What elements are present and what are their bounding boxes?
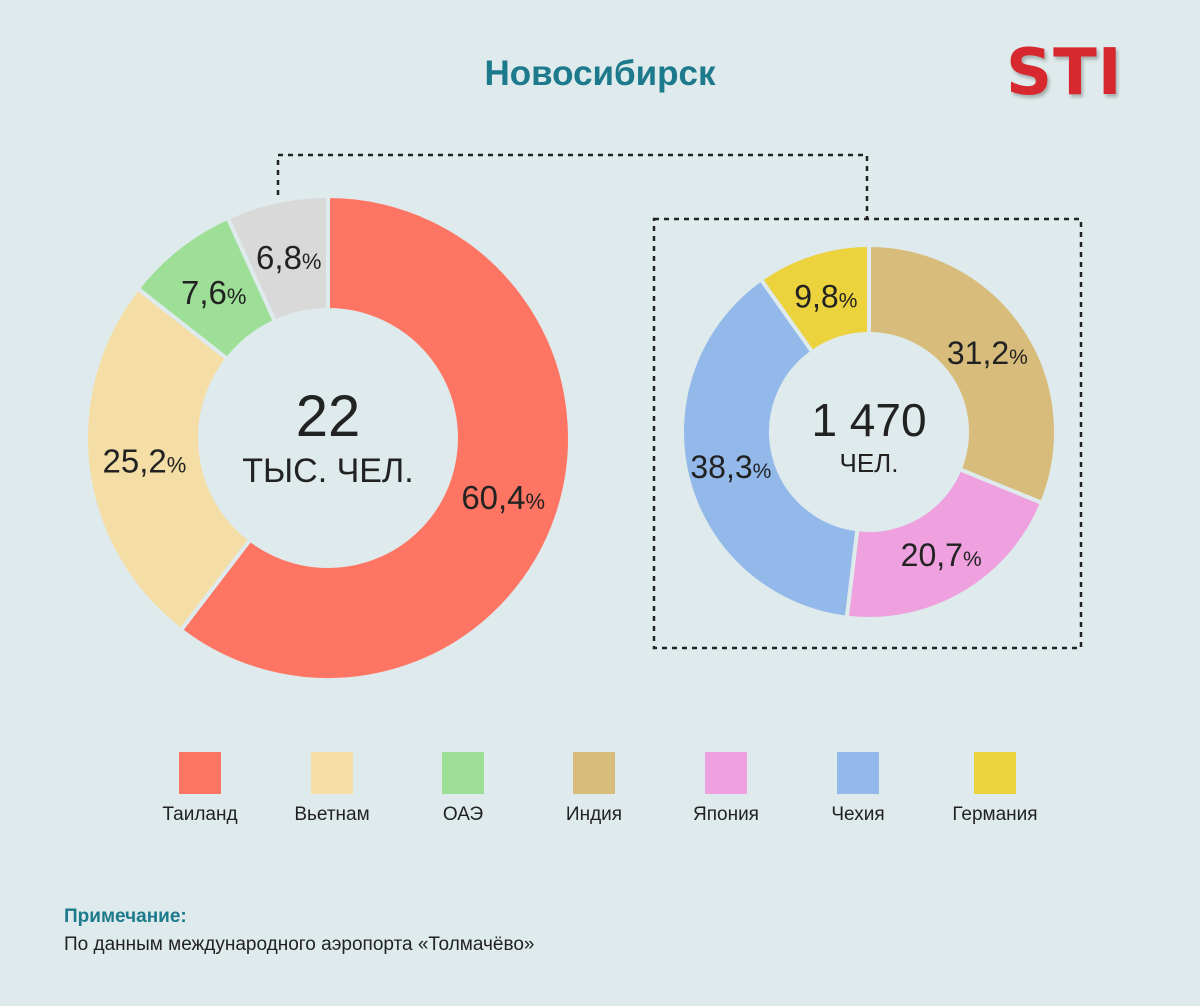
legend-item: Вьетнам xyxy=(267,752,397,826)
breakdown-box xyxy=(652,217,1083,650)
legend-swatch xyxy=(179,752,221,794)
slice-label: 25,2% xyxy=(103,443,187,480)
slice-индия xyxy=(867,242,1058,506)
legend-swatch xyxy=(573,752,615,794)
slice-label: 38,3% xyxy=(690,449,771,485)
legend-swatch xyxy=(974,752,1016,794)
center-unit: ТЫС. ЧЕЛ. xyxy=(242,452,413,490)
note-text: По данным международного аэропорта «Толм… xyxy=(64,934,535,955)
legend-swatch xyxy=(837,752,879,794)
center-value: 1 470 xyxy=(811,394,926,446)
legend-item: Германия xyxy=(930,752,1060,826)
legend-item: Япония xyxy=(661,752,791,826)
slice-label: 20,7% xyxy=(901,537,982,573)
note-title: Примечание: xyxy=(64,906,187,927)
slice-label: 60,4% xyxy=(461,479,545,516)
page-title: Новосибирск xyxy=(484,54,716,93)
slice-япония xyxy=(844,466,1045,621)
legend-item: Чехия xyxy=(793,752,923,826)
legend-label: Индия xyxy=(565,804,623,825)
legend-item: Индия xyxy=(529,752,659,826)
sti-logo: STI xyxy=(1006,36,1123,110)
slice-label: 9,8% xyxy=(794,278,857,314)
legend-label: Таиланд xyxy=(162,804,238,825)
legend-item: ОАЭ xyxy=(398,752,528,826)
center-unit: ЧЕЛ. xyxy=(840,448,899,478)
connector-line xyxy=(276,153,869,218)
slice-label: 6,8% xyxy=(256,239,321,276)
legend-label: Вьетнам xyxy=(294,804,370,825)
slice-label: 31,2% xyxy=(947,335,1028,371)
center-value: 22 xyxy=(296,384,361,449)
legend-label: Япония xyxy=(693,804,759,825)
slice-other xyxy=(225,193,330,325)
slice-таиланд xyxy=(178,193,572,682)
legend-label: Германия xyxy=(952,804,1038,825)
connector-dashed-line xyxy=(276,153,1083,650)
legend-swatch xyxy=(705,752,747,794)
slice-label: 7,6% xyxy=(181,274,246,311)
legend-swatch xyxy=(442,752,484,794)
slice-германия xyxy=(758,242,871,355)
legend-item: Таиланд xyxy=(135,752,265,826)
legend: Таиланд Вьетнам ОАЭ Индия Япония Чехия Германи… xyxy=(0,752,1200,832)
legend-label: ОАЭ xyxy=(442,804,484,825)
legend-label: Чехия xyxy=(831,804,885,825)
slice-вьетнам xyxy=(84,285,253,633)
slice-чехия xyxy=(680,276,860,620)
legend-swatch xyxy=(311,752,353,794)
